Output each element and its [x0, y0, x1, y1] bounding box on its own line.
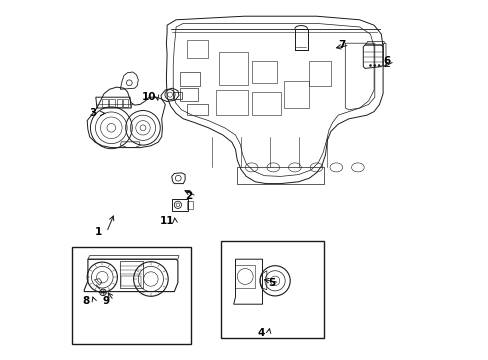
Bar — [109, 99, 115, 107]
Bar — [219, 52, 247, 85]
Bar — [309, 61, 330, 86]
Bar — [237, 167, 323, 184]
Bar — [235, 265, 255, 288]
Bar — [294, 29, 307, 50]
Text: 10: 10 — [142, 92, 156, 102]
Circle shape — [377, 64, 380, 67]
Text: 4: 4 — [257, 328, 264, 338]
Bar — [117, 99, 122, 107]
Text: 6: 6 — [382, 56, 389, 66]
Text: 7: 7 — [337, 40, 345, 50]
Bar — [102, 99, 107, 107]
Bar — [179, 88, 197, 101]
Bar — [173, 92, 182, 99]
Bar — [120, 261, 142, 288]
Bar — [251, 61, 276, 83]
Text: 3: 3 — [89, 108, 97, 118]
Text: 11: 11 — [160, 216, 174, 226]
Bar — [122, 99, 128, 107]
Bar — [72, 247, 190, 344]
Circle shape — [373, 64, 375, 67]
Text: 1: 1 — [95, 227, 102, 237]
Text: 9: 9 — [102, 296, 109, 306]
Bar — [186, 201, 193, 209]
Text: 8: 8 — [82, 296, 89, 306]
Bar — [121, 276, 141, 286]
Bar — [186, 40, 208, 58]
Bar — [179, 72, 199, 86]
Bar — [221, 241, 323, 338]
Circle shape — [368, 64, 371, 67]
Text: 5: 5 — [267, 278, 275, 288]
Text: 2: 2 — [184, 191, 192, 201]
Bar — [171, 199, 187, 211]
Bar — [284, 81, 309, 108]
Bar — [186, 104, 208, 115]
Bar — [251, 92, 280, 115]
Bar — [215, 90, 247, 115]
